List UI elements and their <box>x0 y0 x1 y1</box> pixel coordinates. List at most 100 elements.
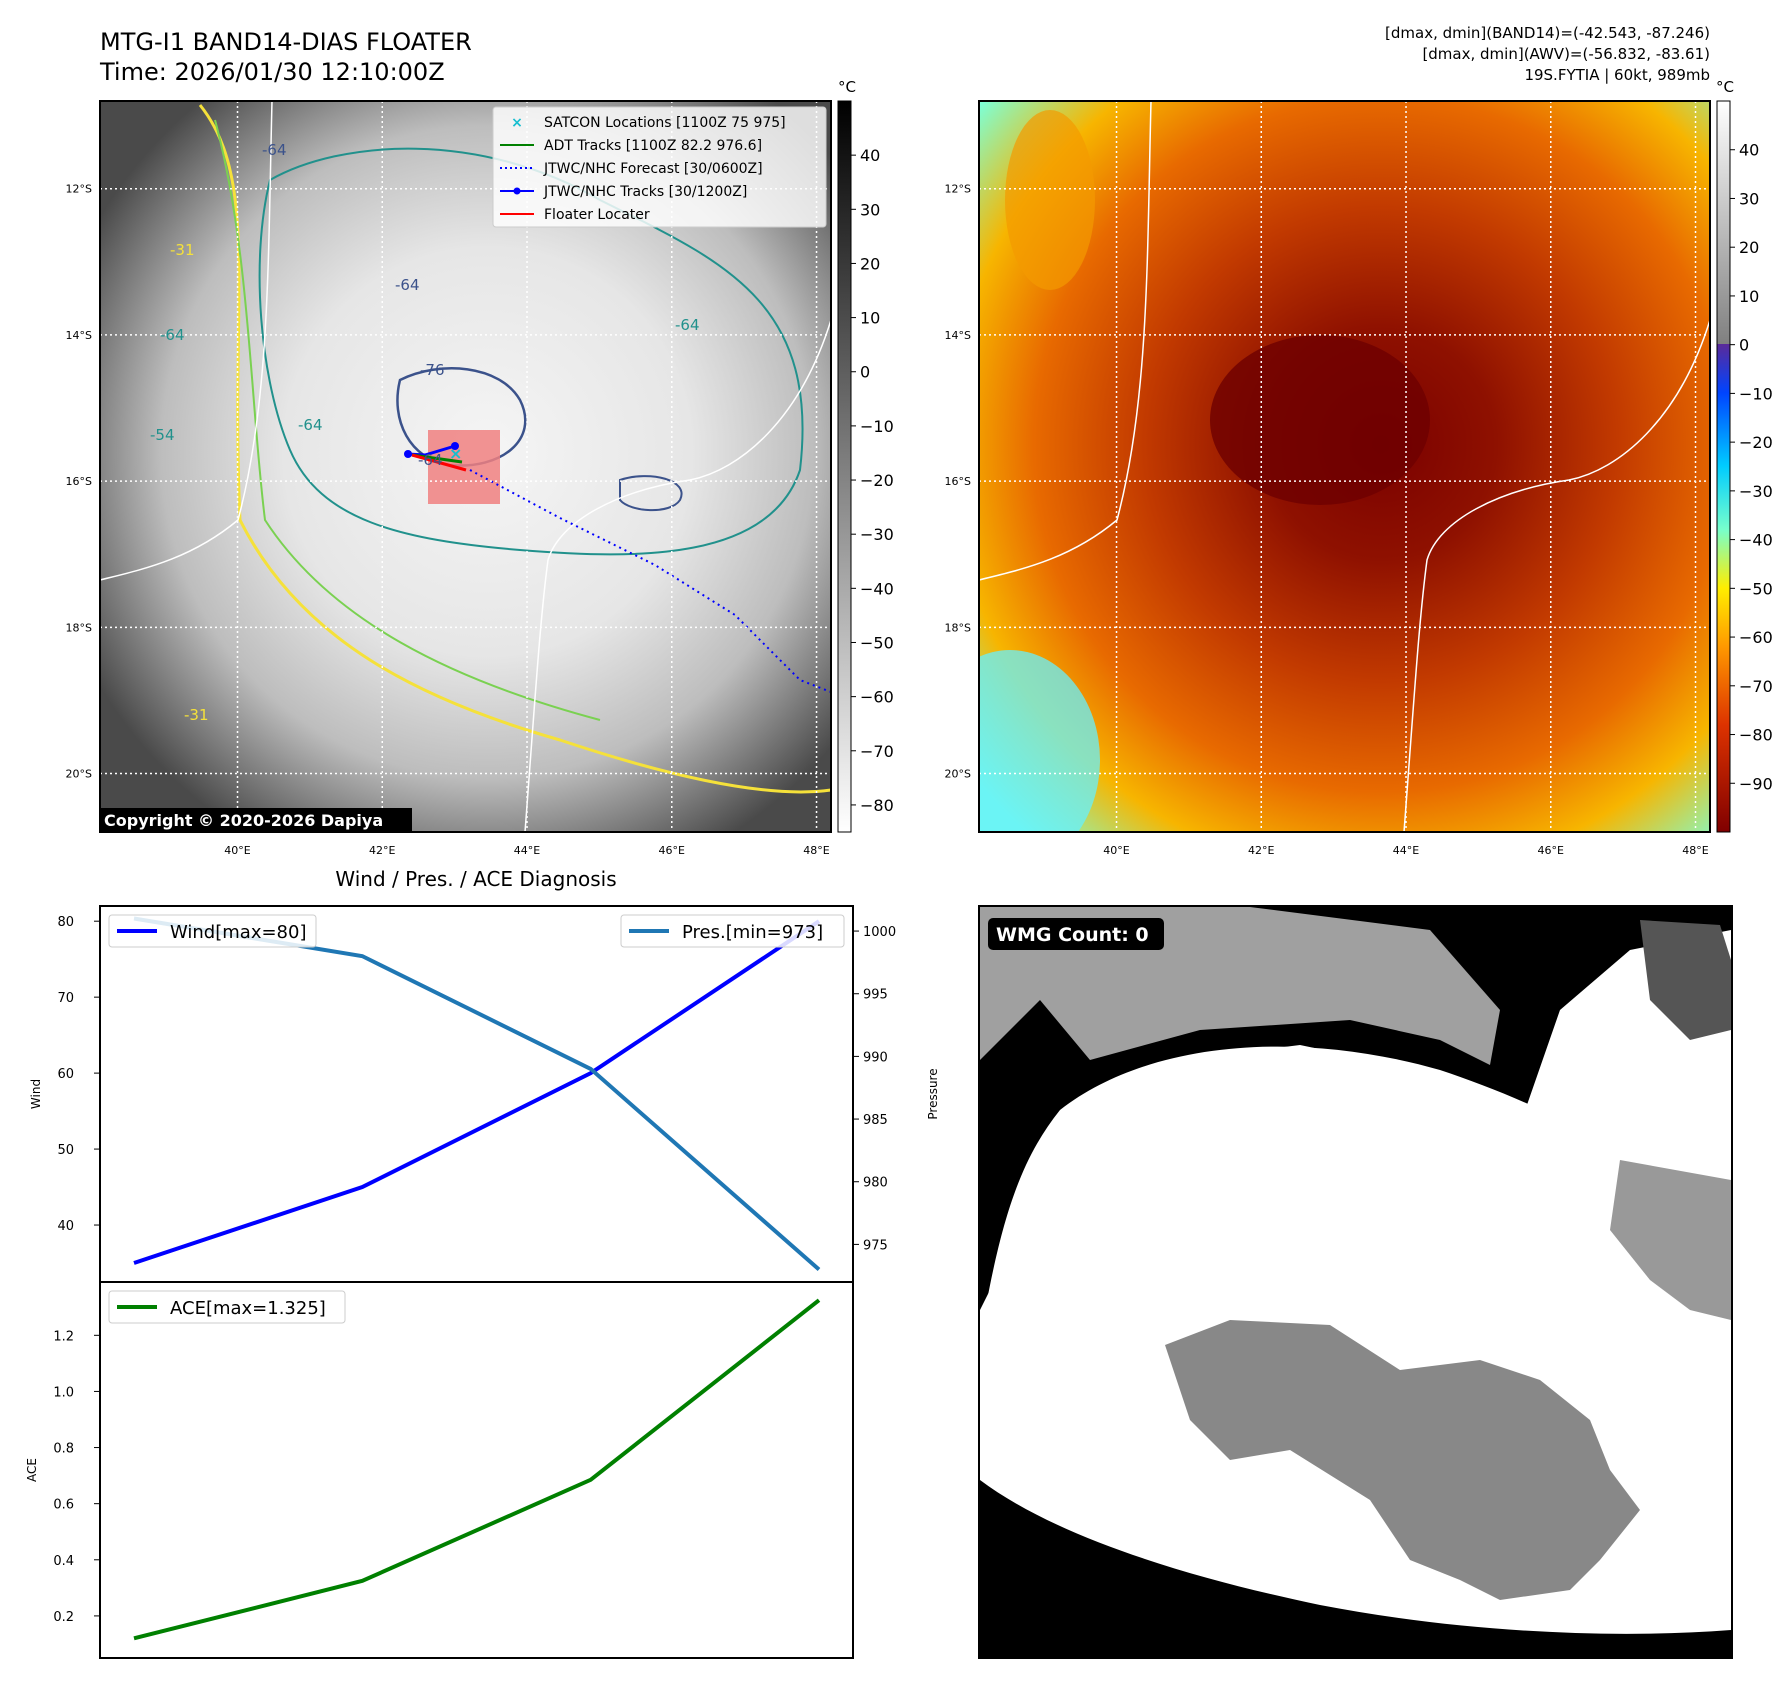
jtwc-track-point <box>451 442 459 450</box>
lon-label: 40°E <box>224 844 250 857</box>
wind-pressure-axes <box>99 905 854 1283</box>
legend-label: JTWC/NHC Tracks [30/1200Z] <box>543 184 747 200</box>
contour-navy-2 <box>619 475 683 512</box>
axis-tick-label: 980 <box>863 1176 888 1191</box>
wmg-dark-ne <box>1640 920 1731 1040</box>
wmg-panel: WMG Count: 0 <box>978 905 1733 1659</box>
lat-label: 16°S <box>66 475 92 488</box>
pressure-legend-label: Pres.[min=973] <box>682 922 823 943</box>
right-map-panel: 12°S 14°S 16°S 18°S 20°S 40°E 42°E 44°E 46°E 48°… <box>945 78 1773 857</box>
left-colorbar-ticks: 40 30 20 10 0 −10 −20 −30 −40 −50 −60 −70 −80 <box>851 146 894 815</box>
left-colorbar <box>837 100 852 833</box>
colorbar-tick-label: −60 <box>1739 628 1773 647</box>
satcon-marker: × <box>449 444 462 463</box>
axis-tick-label: 990 <box>863 1050 888 1065</box>
right-map-frame <box>978 100 1711 833</box>
lat-label: 18°S <box>66 621 92 634</box>
left-map-lon-labels: 40°E 42°E 44°E 46°E 48°E <box>224 844 830 857</box>
pressure-ylabel: Pressure <box>926 1068 940 1119</box>
lat-label: 12°S <box>66 183 92 196</box>
copyright-text: Copyright © 2020-2026 Dapiya <box>104 811 383 830</box>
colorbar-tick-label: −10 <box>860 417 894 436</box>
wmg-gray-right <box>1610 1160 1731 1320</box>
colorbar-tick-label: 0 <box>860 363 870 382</box>
figure-time: Time: 2026/01/30 12:10:00Z <box>99 58 445 86</box>
diagnosis-title: Wind / Pres. / ACE Diagnosis <box>335 867 616 891</box>
axis-tick-label: 985 <box>863 1113 888 1128</box>
stats-line-1: [dmax, dmin](BAND14)=(-42.543, -87.246) <box>1385 24 1710 42</box>
contour-label: -64 <box>675 316 700 334</box>
lat-label: 14°S <box>66 329 92 342</box>
colorbar-tick-label: −80 <box>860 796 894 815</box>
colorbar-tick-label: −30 <box>1739 482 1773 501</box>
colorbar-tick-label: −50 <box>1739 579 1773 598</box>
forecast-track-line <box>469 469 831 693</box>
lon-label: 42°E <box>1248 844 1274 857</box>
lon-label: 42°E <box>369 844 395 857</box>
colorbar-tick-label: 20 <box>860 254 880 273</box>
axis-tick-label: 1.2 <box>53 1329 74 1344</box>
colorbar-tick-label: −70 <box>860 742 894 761</box>
wind-legend-box <box>108 914 317 948</box>
right-colorbar-top <box>1717 101 1730 344</box>
axis-tick-label: 0.2 <box>53 1610 74 1625</box>
warm-patch-nw <box>1005 110 1095 290</box>
legend-marker <box>513 187 521 195</box>
legend-label: SATCON Locations [1100Z 75 975] <box>544 115 786 131</box>
wind-legend-label: Wind[max=80] <box>170 922 307 943</box>
left-map-lat-labels: 12°S 14°S 16°S 18°S 20°S <box>66 183 92 781</box>
axis-tick-label: 1000 <box>863 925 896 940</box>
colorbar-tick-label: −50 <box>860 633 894 652</box>
left-colorbar-unit: °C <box>838 78 856 96</box>
wind-axis-ticks: 80 70 60 50 40 <box>57 915 100 1234</box>
axis-tick-label: 50 <box>57 1143 74 1158</box>
legend-box <box>492 106 827 228</box>
lat-label: 12°S <box>945 183 971 196</box>
axis-tick-label: 995 <box>863 988 888 1003</box>
ace-axes <box>99 1281 854 1659</box>
right-map-lon-labels: 40°E 42°E 44°E 46°E 48°E <box>1103 844 1709 857</box>
coastline-left <box>100 101 273 581</box>
left-map-panel: × -64 -64 -64 -76 -64 -64 -31 -64 -31 -54 × SATCON… <box>66 78 894 857</box>
colorbar-tick-label: −20 <box>860 471 894 490</box>
axis-tick-label: 60 <box>57 1067 74 1082</box>
pressure-legend-box <box>620 914 845 948</box>
left-map-legend: × SATCON Locations [1100Z 75 975] ADT Trac… <box>492 106 827 228</box>
wmg-black-bottom <box>980 1480 1731 1658</box>
ace-ylabel: ACE <box>25 1458 39 1482</box>
right-colorbar-unit: °C <box>1716 78 1734 96</box>
figure-title: MTG-I1 BAND14-DIAS FLOATER <box>100 28 472 56</box>
ace-legend-box <box>108 1290 346 1324</box>
legend-label: JTWC/NHC Forecast [30/0600Z] <box>543 161 763 177</box>
legend-label: ADT Tracks [1100Z 82.2 976.6] <box>544 138 762 154</box>
axis-tick-label: 975 <box>863 1238 888 1253</box>
contour-label: -76 <box>420 361 445 379</box>
wmg-axes-frame <box>978 905 1733 1659</box>
contour-label: -64 <box>262 141 287 159</box>
colorbar-tick-label: −40 <box>860 579 894 598</box>
colorbar-tick-label: 30 <box>1739 189 1759 208</box>
coastline-right-east <box>1403 319 1710 832</box>
contour-outer-green <box>214 119 601 721</box>
jtwc-track-point <box>404 450 412 458</box>
colorbar-tick-label: 20 <box>1739 238 1759 257</box>
right-colorbar-frame <box>1716 100 1731 833</box>
contour-label: -54 <box>150 426 175 444</box>
lon-label: 46°E <box>1538 844 1564 857</box>
contour-label: -64 <box>418 451 443 469</box>
lon-label: 48°E <box>1682 844 1708 857</box>
lat-label: 16°S <box>945 475 971 488</box>
pressure-legend: Pres.[min=973] <box>620 914 845 948</box>
pressure-axis-ticks: 1000 995 990 985 980 975 <box>853 925 896 1253</box>
lat-label: 20°S <box>66 768 92 781</box>
axis-tick-label: 0.8 <box>53 1442 74 1457</box>
wmg-label-box <box>988 918 1164 950</box>
eye-cold-region <box>1210 335 1430 505</box>
colorbar-tick-label: −20 <box>1739 433 1773 452</box>
colorbar-tick-label: −30 <box>860 525 894 544</box>
right-map-lat-labels: 12°S 14°S 16°S 18°S 20°S <box>945 183 971 781</box>
lat-label: 18°S <box>945 621 971 634</box>
right-colorbar-ticks: 40 30 20 10 0 −10 −20 −30 −40 −50 −60 −70 −80 −90 <box>1730 141 1773 793</box>
contour-labels: -64 -64 -64 -76 -64 -64 -31 -64 -31 -54 <box>150 141 700 724</box>
